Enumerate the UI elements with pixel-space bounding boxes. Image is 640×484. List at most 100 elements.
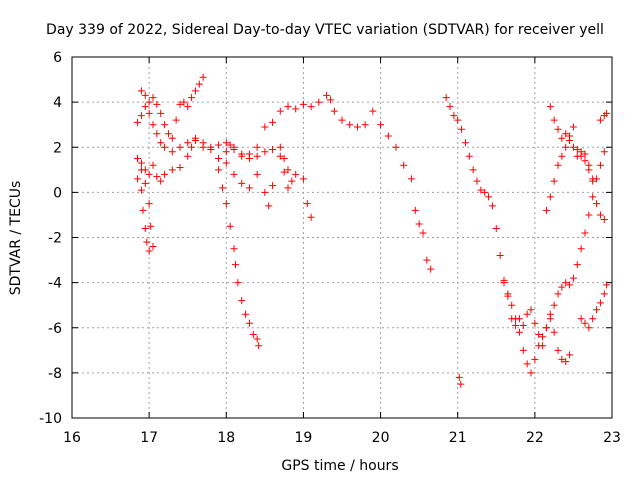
data-point	[137, 186, 145, 194]
data-point	[603, 109, 611, 117]
data-point	[269, 146, 277, 154]
series-i	[455, 373, 465, 388]
data-point	[232, 261, 240, 269]
y-tick-label: 0	[53, 185, 62, 201]
data-point	[569, 274, 577, 282]
data-points	[134, 73, 611, 388]
data-point	[191, 87, 199, 95]
data-point	[523, 360, 531, 368]
data-point	[215, 166, 223, 174]
data-point	[481, 188, 489, 196]
data-point	[222, 139, 230, 147]
data-point	[508, 301, 516, 309]
data-point	[546, 103, 554, 111]
data-point	[581, 229, 589, 237]
data-point	[168, 134, 176, 142]
data-point	[253, 335, 261, 343]
data-point	[222, 200, 230, 208]
x-tick-label: 23	[603, 430, 621, 446]
data-point	[238, 152, 246, 160]
data-point	[600, 290, 608, 298]
data-point	[284, 166, 292, 174]
data-point	[137, 87, 145, 95]
data-point	[199, 73, 207, 81]
data-point	[558, 355, 566, 363]
data-point	[353, 123, 361, 131]
data-point	[488, 202, 496, 210]
data-point	[139, 206, 147, 214]
data-point	[423, 256, 431, 264]
data-point	[566, 132, 574, 140]
data-point	[515, 328, 523, 336]
y-tick-label: -2	[48, 231, 62, 247]
data-point	[149, 161, 157, 169]
data-point	[585, 324, 593, 332]
data-point	[161, 121, 169, 129]
data-point	[485, 193, 493, 201]
data-point	[442, 94, 450, 102]
data-point	[245, 184, 253, 192]
data-point	[554, 290, 562, 298]
data-point	[596, 161, 604, 169]
y-tick-label: 4	[53, 95, 62, 111]
data-point	[238, 179, 246, 187]
data-point	[593, 306, 601, 314]
data-point	[299, 175, 307, 183]
data-point	[531, 355, 539, 363]
y-tick-label: -6	[48, 321, 62, 337]
data-point	[411, 206, 419, 214]
series-d	[134, 175, 153, 255]
data-point	[234, 279, 242, 287]
data-point	[315, 98, 323, 106]
data-point	[392, 143, 400, 151]
data-point	[523, 310, 531, 318]
data-point	[554, 125, 562, 133]
data-point	[512, 321, 520, 329]
data-point	[346, 121, 354, 129]
data-point	[141, 179, 149, 187]
data-point	[415, 220, 423, 228]
data-point	[477, 186, 485, 194]
data-point	[253, 170, 261, 178]
data-point	[242, 310, 250, 318]
data-point	[269, 182, 277, 190]
plot-frame	[71, 56, 613, 419]
y-tick-label: 2	[53, 140, 62, 156]
data-point	[141, 224, 149, 232]
data-point	[446, 103, 454, 111]
data-point	[546, 315, 554, 323]
y-tick-label: -10	[39, 411, 62, 427]
x-tick-label: 18	[217, 430, 235, 446]
data-point	[184, 103, 192, 111]
data-point	[245, 319, 253, 327]
data-point	[280, 168, 288, 176]
data-point	[562, 358, 570, 366]
data-point	[261, 148, 269, 156]
data-point	[184, 152, 192, 160]
x-tick-label: 17	[140, 430, 158, 446]
data-point	[558, 283, 566, 291]
data-point	[145, 247, 153, 255]
data-point	[512, 315, 520, 323]
data-point	[562, 143, 570, 151]
data-point	[276, 107, 284, 115]
data-point	[149, 243, 157, 251]
data-point	[369, 107, 377, 115]
data-point	[303, 200, 311, 208]
data-point	[589, 315, 597, 323]
series-e	[134, 155, 157, 251]
data-point	[377, 121, 385, 129]
data-point	[596, 116, 604, 124]
data-point	[496, 252, 504, 260]
data-point	[566, 281, 574, 289]
data-point	[307, 213, 315, 221]
data-point	[222, 148, 230, 156]
data-point	[137, 159, 145, 167]
data-point	[581, 319, 589, 327]
data-point	[531, 319, 539, 327]
data-point	[147, 222, 155, 230]
data-point	[461, 139, 469, 147]
data-point	[265, 202, 273, 210]
